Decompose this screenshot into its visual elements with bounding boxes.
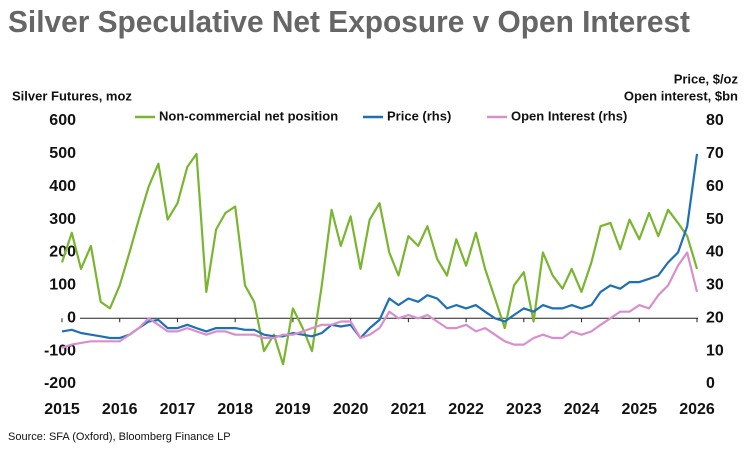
x-tick-label: 2021 xyxy=(391,401,427,418)
y2-tick-label: 10 xyxy=(706,342,724,359)
series-line xyxy=(61,153,699,340)
y-tick-label: 400 xyxy=(49,178,76,195)
x-tick-label: 2025 xyxy=(621,401,657,418)
y2-tick-label: 50 xyxy=(706,211,724,228)
x-tick-label: 2019 xyxy=(275,401,311,418)
x-tick-label: 2022 xyxy=(448,401,484,418)
y-tick-label: 200 xyxy=(49,244,76,261)
y2-tick-label: 30 xyxy=(706,277,724,294)
chart-title: Silver Speculative Net Exposure v Open I… xyxy=(8,4,690,39)
series-line xyxy=(61,251,699,349)
y2-tick-label: 70 xyxy=(706,145,724,162)
x-tick-label: 2018 xyxy=(217,401,253,418)
y2-tick-label: 0 xyxy=(706,375,715,392)
y2-tick-label: 20 xyxy=(706,309,724,326)
y2-axis-label: Open interest, $bn xyxy=(624,88,738,103)
y2-tick-label: 80 xyxy=(706,112,724,129)
legend-label: Price (rhs) xyxy=(387,108,451,123)
y2-tick-label: 60 xyxy=(706,178,724,195)
legend-label: Open Interest (rhs) xyxy=(511,108,627,123)
source-note: Source: SFA (Oxford), Bloomberg Finance … xyxy=(8,431,231,443)
x-tick-label: 2020 xyxy=(333,401,369,418)
series-line xyxy=(60,152,699,366)
y2-tick-label: 40 xyxy=(706,244,724,261)
y-tick-label: -200 xyxy=(44,375,76,392)
y-tick-label: 500 xyxy=(49,145,76,162)
y-axis-label: Silver Futures, moz xyxy=(12,88,132,103)
x-tick-label: 2024 xyxy=(564,401,600,418)
x-tick-label: 2015 xyxy=(44,401,80,418)
x-tick-label: 2016 xyxy=(102,401,138,418)
y2-axis-label: Price, $/oz xyxy=(674,71,739,86)
x-tick-label: 2026 xyxy=(679,401,715,418)
y-tick-label: 0 xyxy=(67,309,76,326)
y-tick-label: 100 xyxy=(49,277,76,294)
y-tick-label: 600 xyxy=(49,112,76,129)
y-tick-label: 300 xyxy=(49,211,76,228)
x-tick-label: 2023 xyxy=(506,401,542,418)
legend-label: Non-commercial net position xyxy=(159,108,338,123)
x-tick-label: 2017 xyxy=(160,401,196,418)
